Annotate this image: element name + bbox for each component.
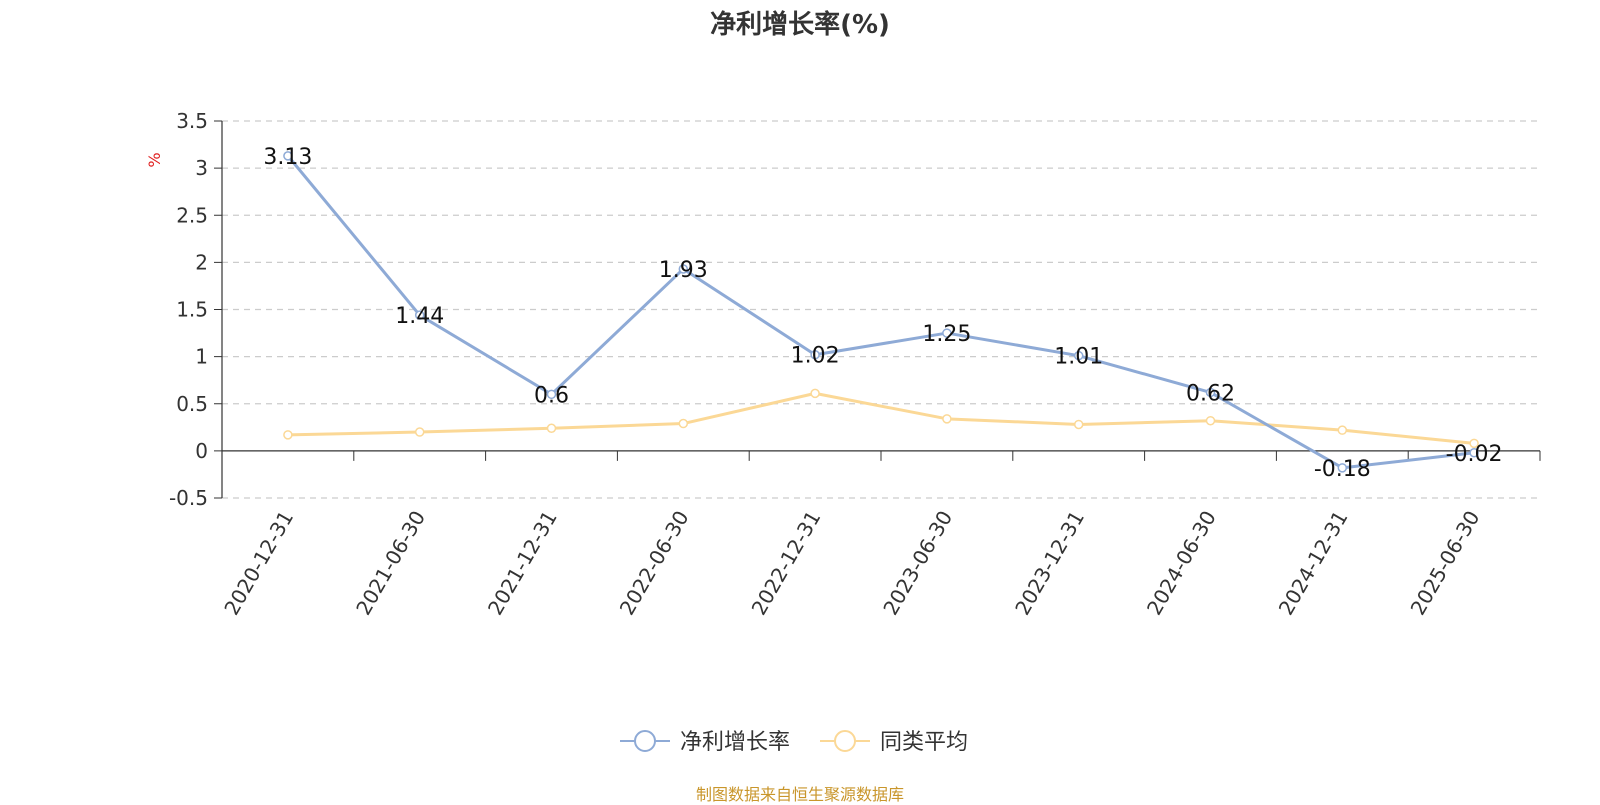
y-tick-label: 0.5 bbox=[176, 392, 208, 416]
x-tick-label: 2024-12-31 bbox=[1274, 507, 1353, 620]
data-point-1 bbox=[942, 414, 952, 424]
data-point-1 bbox=[414, 427, 425, 437]
data-point-0 bbox=[942, 328, 952, 338]
x-tick-label: 2022-06-30 bbox=[615, 507, 694, 620]
data-point-0 bbox=[1469, 448, 1479, 458]
data-point-1 bbox=[1205, 415, 1216, 426]
data-point-1 bbox=[810, 388, 820, 399]
y-axis-unit-label: % bbox=[145, 152, 164, 167]
data-label: 1.25 bbox=[922, 322, 971, 347]
data-point-0 bbox=[810, 349, 820, 360]
y-tick-label: 2.5 bbox=[176, 203, 208, 227]
data-point-0 bbox=[283, 151, 293, 161]
data-point-0 bbox=[1073, 350, 1084, 361]
x-tick-label: 2020-12-31 bbox=[219, 507, 298, 620]
x-tick-label: 2023-06-30 bbox=[878, 507, 957, 620]
data-point-1 bbox=[678, 418, 689, 429]
x-tick-label: 2024-06-30 bbox=[1142, 507, 1221, 620]
legend: 净利增长率 同类平均 bbox=[620, 730, 968, 755]
data-label: 1.44 bbox=[395, 304, 444, 329]
data-point-1 bbox=[1469, 438, 1479, 449]
x-tick-label: 2023-12-31 bbox=[1010, 507, 1089, 620]
data-label: -0.02 bbox=[1446, 442, 1503, 467]
data-label: -0.18 bbox=[1314, 457, 1371, 482]
y-tick-label: 3.5 bbox=[176, 109, 208, 133]
axes: 3.5 3 2.5 2 1.5 1 0.5 0 -0.5 2020-12-31 2021-06-30… bbox=[169, 109, 1541, 620]
legend-label: 净利增长率 bbox=[680, 730, 790, 755]
data-label: 0.62 bbox=[1186, 381, 1235, 406]
x-tick-label: 2022-12-31 bbox=[747, 507, 826, 620]
data-point-1 bbox=[1337, 425, 1348, 435]
series-line-1 bbox=[287, 391, 1475, 445]
y-tick-label: 2 bbox=[195, 250, 208, 274]
data-label: 1.02 bbox=[791, 344, 840, 369]
y-tick-label: -0.5 bbox=[169, 486, 208, 510]
data-label: 3.13 bbox=[263, 145, 312, 170]
series-line-0 bbox=[286, 154, 1475, 470]
data-point-0 bbox=[414, 310, 425, 320]
series-lines bbox=[283, 151, 1479, 473]
data-point-0 bbox=[1337, 463, 1348, 473]
legend-label: 同类平均 bbox=[880, 730, 968, 755]
legend-swatch-marker bbox=[634, 730, 656, 752]
y-tick-label: 1 bbox=[195, 345, 208, 369]
data-label: 1.01 bbox=[1054, 345, 1103, 370]
y-tick-label: 0 bbox=[195, 439, 208, 463]
legend-swatch-marker bbox=[834, 730, 856, 752]
data-point-0 bbox=[1205, 387, 1216, 398]
chart-title: 净利增长率(%) bbox=[710, 10, 890, 40]
data-label: 1.93 bbox=[659, 258, 708, 283]
data-point-1 bbox=[546, 423, 557, 434]
data-point-0 bbox=[546, 389, 557, 400]
source-note: 制图数据来自恒生聚源数据库 bbox=[695, 785, 904, 804]
x-tick-label: 2025-06-30 bbox=[1406, 507, 1485, 620]
data-labels: 3.13 1.44 0.6 1.93 1.02 1.25 1.01 0.62 -0.18 -0.0… bbox=[263, 145, 1502, 482]
data-point-1 bbox=[1073, 419, 1084, 430]
y-tick-label: 1.5 bbox=[176, 298, 208, 322]
x-tick-label: 2021-06-30 bbox=[351, 507, 430, 620]
data-point-0 bbox=[678, 264, 689, 274]
data-label: 0.6 bbox=[534, 383, 569, 408]
y-tick-label: 3 bbox=[195, 156, 208, 180]
x-tick-label: 2021-12-31 bbox=[483, 507, 562, 620]
data-point-1 bbox=[283, 430, 293, 440]
